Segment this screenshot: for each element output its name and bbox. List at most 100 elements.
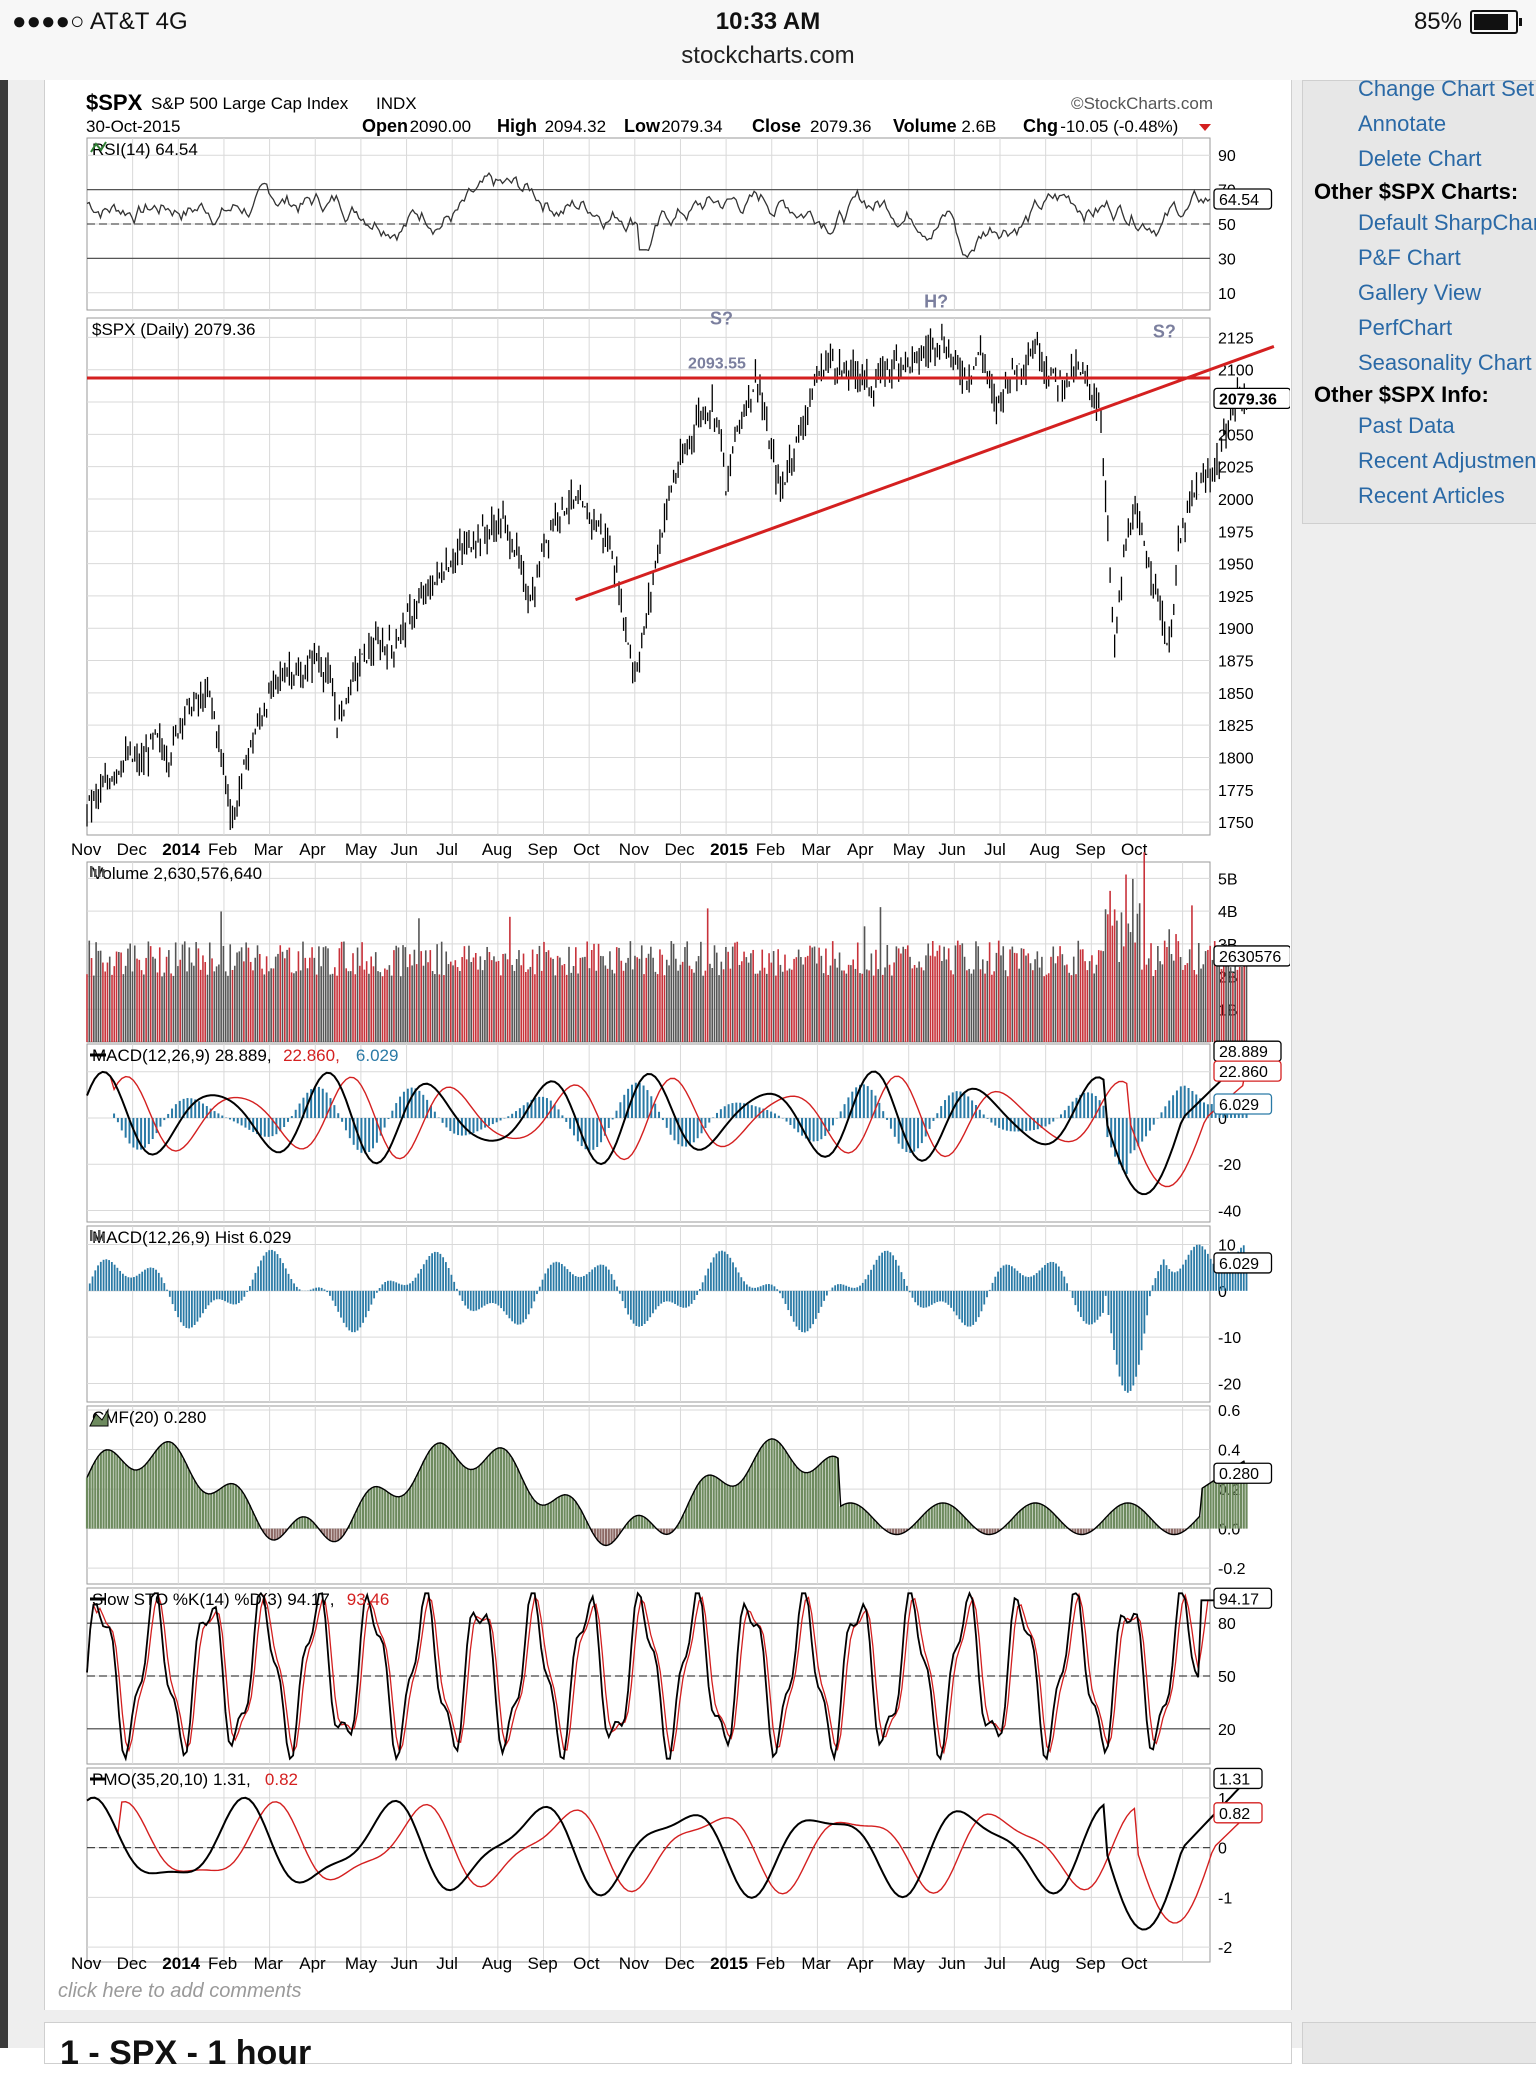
price-annotation-1: 2093.55 xyxy=(688,355,746,372)
change-chart-settings-link[interactable]: Change Chart Set xyxy=(1358,76,1535,101)
cmf-icon xyxy=(89,1408,109,1427)
x-axis-label: Apr xyxy=(847,840,874,859)
x-axis-label: Dec xyxy=(117,840,148,859)
x-axis-label-bottom: Nov xyxy=(619,1954,650,1973)
x-axis-label: Feb xyxy=(756,840,785,859)
y-tick-label: 1875 xyxy=(1218,654,1254,671)
volume-icon xyxy=(98,866,101,877)
past-data-link[interactable]: Past Data xyxy=(1358,413,1455,438)
x-axis-label: Mar xyxy=(254,840,284,859)
trendline xyxy=(574,345,1275,602)
stockcharts-watermark: ©StockCharts.com xyxy=(1071,94,1213,113)
x-axis-label-bottom: Dec xyxy=(117,1954,148,1973)
ohlc-high-value: 2094.32 xyxy=(545,117,606,136)
price-annotation-0: S? xyxy=(710,308,733,328)
cmf-title: CMF(20) 0.280 xyxy=(92,1408,206,1427)
status-bar: ●●●●○ AT&T 4G 10:33 AM stockcharts.com 8… xyxy=(0,0,1536,81)
macd-title-signal: 22.860, xyxy=(283,1046,340,1065)
volume-last-box xyxy=(1213,945,1290,967)
ohlc-change-value: -10.05 (-0.48%) xyxy=(1060,117,1178,136)
ohlc-close-value: 2079.36 xyxy=(810,117,871,136)
y-tick-label: 1950 xyxy=(1218,557,1254,574)
down-arrow-icon xyxy=(1199,124,1211,131)
y-tick-label: 1775 xyxy=(1218,783,1254,800)
y-tick-label: 50 xyxy=(1218,217,1236,234)
panel-frame-pmo xyxy=(86,1767,1211,1963)
cmf-bars xyxy=(85,1438,1248,1546)
seasonality-chart-link[interactable]: Seasonality Chart xyxy=(1358,350,1532,375)
recent-adjustments-link[interactable]: Recent Adjustments xyxy=(1358,448,1536,473)
x-axis-label: Sep xyxy=(528,840,558,859)
x-axis-label-bottom: Jun xyxy=(938,1954,965,1973)
battery-percent: 85% xyxy=(1413,8,1462,35)
address-bar[interactable]: stockcharts.com xyxy=(681,42,855,69)
x-axis-label-bottom: May xyxy=(893,1954,926,1973)
gallery-view-link[interactable]: Gallery View xyxy=(1358,280,1482,305)
ohlc-close-label: Close xyxy=(752,116,801,136)
panel-frame-macd xyxy=(86,1043,1211,1223)
y-tick-label: -20 xyxy=(1218,1376,1241,1393)
annotate-link[interactable]: Annotate xyxy=(1358,111,1447,136)
default-sharpchart-link[interactable]: Default SharpChart xyxy=(1358,210,1536,235)
add-comments-link[interactable]: click here to add comments xyxy=(58,1980,302,2002)
y-tick-label: 1975 xyxy=(1218,524,1254,541)
x-axis-label-bottom: Nov xyxy=(71,1954,102,1973)
x-axis-label: 2014 xyxy=(162,840,200,859)
pmo-last: 1.31 xyxy=(1219,1771,1250,1788)
x-axis-label: Jun xyxy=(391,840,418,859)
sto-title-d: 93.46 xyxy=(347,1590,390,1609)
pmo-signal-last: 0.82 xyxy=(1219,1806,1250,1823)
y-tick-label: 1750 xyxy=(1218,815,1254,832)
x-axis-label: Aug xyxy=(1030,840,1060,859)
pmo-line xyxy=(86,1781,1247,1931)
rsi-last-box xyxy=(1213,188,1273,210)
perfchart-link[interactable]: PerfChart xyxy=(1358,315,1453,340)
x-axis-label-bottom: Oct xyxy=(1121,1954,1148,1973)
carrier-label: ●●●●○ AT&T 4G xyxy=(12,8,188,35)
x-axis-label-bottom: Oct xyxy=(573,1954,600,1973)
macd-line xyxy=(86,1050,1248,1196)
rsi-title: RSI(14) 64.54 xyxy=(92,140,198,159)
y-tick-label: 0.6 xyxy=(1218,1403,1240,1420)
volume-last: 2630576 xyxy=(1219,949,1281,966)
recent-articles-link[interactable]: Recent Articles xyxy=(1358,483,1505,508)
macd-title-hist: 6.029 xyxy=(356,1046,399,1065)
price-annotation-2: H? xyxy=(924,292,948,312)
hist-title: MACD(12,26,9) Hist 6.029 xyxy=(92,1228,291,1247)
y-tick-label: 1850 xyxy=(1218,686,1254,703)
hist-bars xyxy=(88,1244,1248,1393)
pmo-signal-line xyxy=(86,1796,1248,1924)
macd-last: 28.889 xyxy=(1219,1044,1268,1061)
price-annotation-3: S? xyxy=(1153,321,1176,341)
pf-chart-link[interactable]: P&F Chart xyxy=(1358,245,1461,270)
left-edge xyxy=(0,80,8,2048)
rsi-last: 64.54 xyxy=(1219,192,1259,209)
volume-icon xyxy=(90,866,93,877)
price-title: $SPX (Daily) 2079.36 xyxy=(92,320,255,339)
chart-exchange: INDX xyxy=(376,94,417,113)
y-tick-label: 2100 xyxy=(1218,363,1254,380)
y-tick-label: 1 xyxy=(1218,1791,1227,1808)
y-tick-label: 80 xyxy=(1218,1616,1236,1633)
macd-signal-last-box xyxy=(1213,1060,1282,1082)
delete-chart-link[interactable]: Delete Chart xyxy=(1358,146,1482,171)
panel-frame-hist xyxy=(86,1225,1211,1403)
y-tick-label: 1900 xyxy=(1218,621,1254,638)
hist-icon xyxy=(90,1230,93,1241)
price-last-box xyxy=(1213,387,1290,410)
y-tick-label: 0 xyxy=(1218,1284,1227,1301)
x-axis-label: 2015 xyxy=(710,840,748,859)
x-axis-label-bottom: 2015 xyxy=(710,1954,748,1973)
other-charts-heading: Other $SPX Charts: xyxy=(1314,179,1519,204)
x-axis-label-bottom: Apr xyxy=(299,1954,326,1973)
y-tick-label: -20 xyxy=(1218,1157,1241,1174)
hist-last: 6.029 xyxy=(1219,1256,1259,1273)
y-tick-label: 0.4 xyxy=(1218,1443,1240,1460)
pmo-title-main: PMO(35,20,10) 1.31, xyxy=(92,1770,251,1789)
x-axis-label-bottom: Mar xyxy=(254,1954,284,1973)
battery-icon xyxy=(1470,10,1522,34)
x-axis-label-bottom: Feb xyxy=(756,1954,785,1973)
sto-d-line xyxy=(86,1592,1247,1755)
y-tick-label: 90 xyxy=(1218,148,1236,165)
x-axis-label-bottom: Dec xyxy=(664,1954,695,1973)
